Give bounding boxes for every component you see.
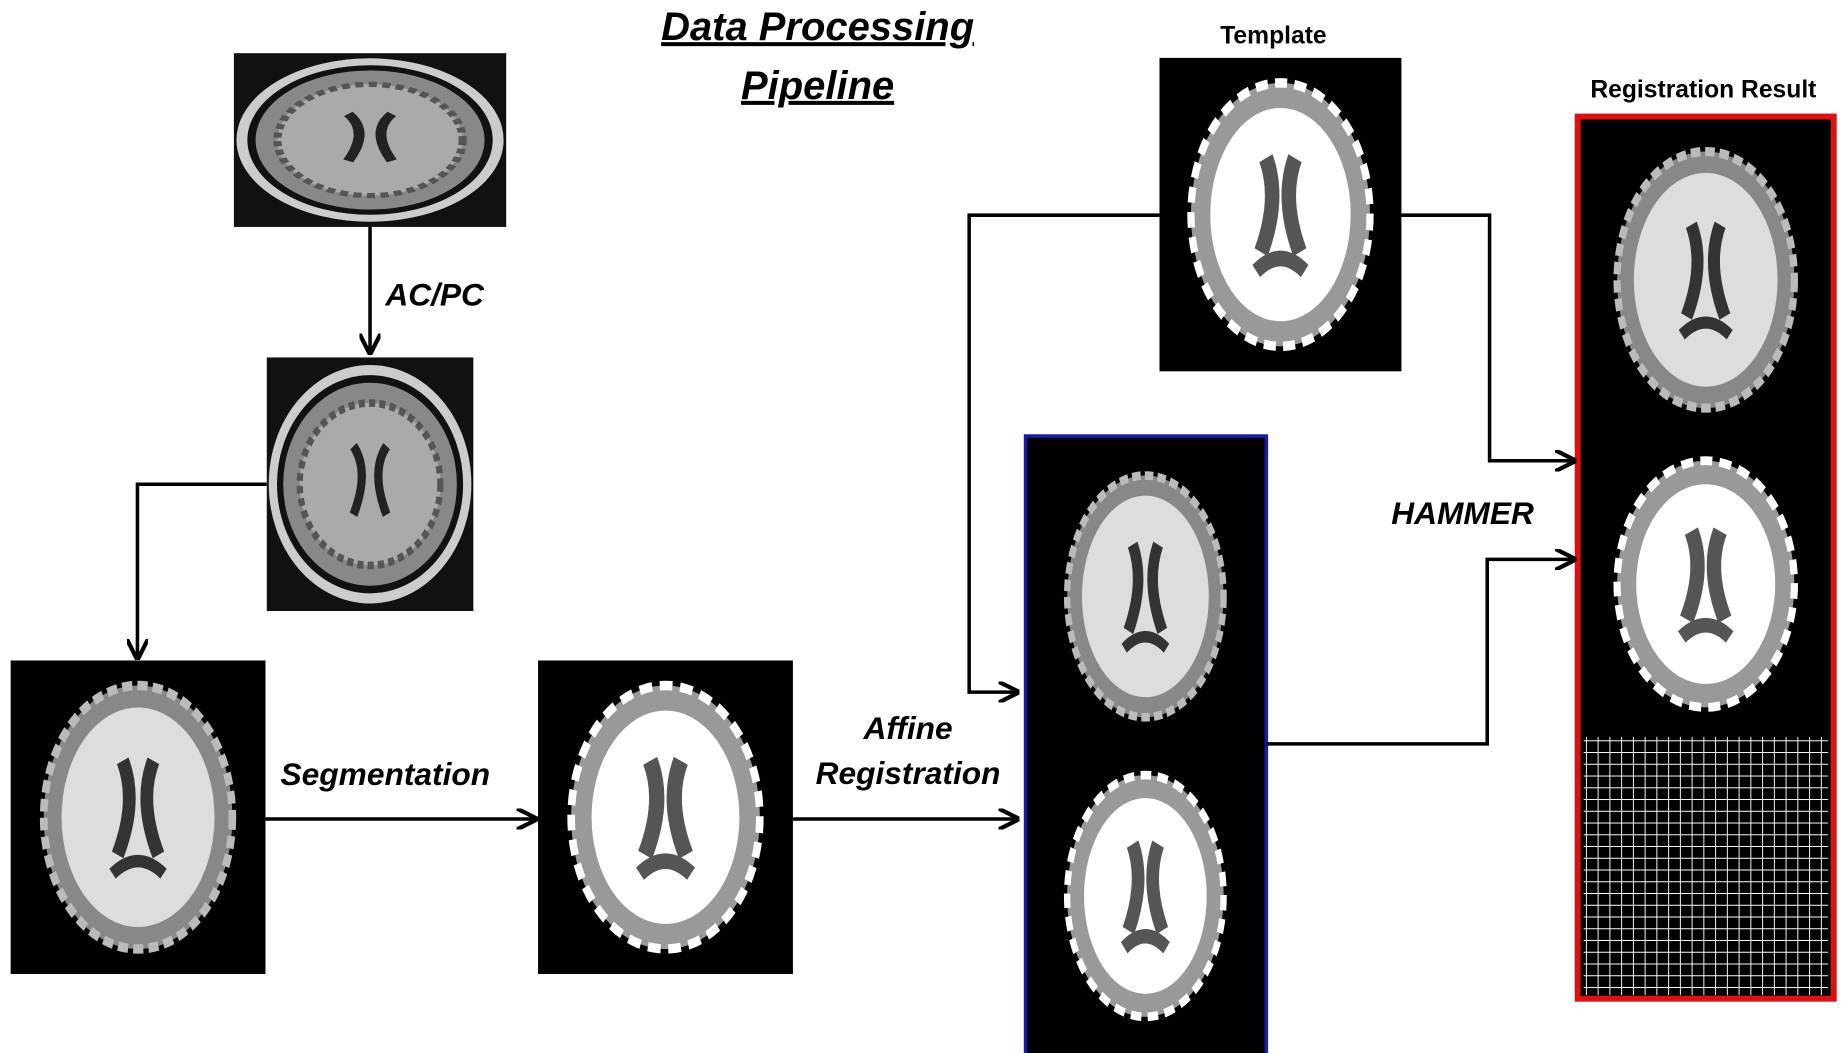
step-label: Affine	[862, 710, 952, 746]
title-line: Data Processing	[661, 5, 974, 49]
arrow	[1401, 213, 1574, 461]
raw-mri	[234, 53, 507, 227]
affine-brain	[1040, 452, 1251, 740]
acpc-mri	[267, 357, 474, 611]
step-label: Segmentation	[281, 756, 491, 792]
deformation-grid	[1583, 736, 1828, 996]
arrow	[967, 213, 1160, 692]
skull-stripped	[11, 660, 266, 974]
result-seg	[1586, 437, 1826, 731]
segmented	[538, 660, 793, 974]
arrow	[1266, 559, 1574, 746]
step-label: Registration	[816, 755, 1001, 791]
template-caption: Template	[1220, 23, 1326, 50]
step-label: HAMMER	[1391, 495, 1534, 531]
affine-seg	[1040, 752, 1251, 1040]
step-label: AC/PC	[384, 277, 485, 313]
result-caption: Registration Result	[1590, 77, 1816, 104]
template-image	[1159, 58, 1401, 372]
arrow	[137, 482, 267, 658]
title-line: Pipeline	[741, 64, 894, 108]
result-brain	[1586, 127, 1826, 432]
